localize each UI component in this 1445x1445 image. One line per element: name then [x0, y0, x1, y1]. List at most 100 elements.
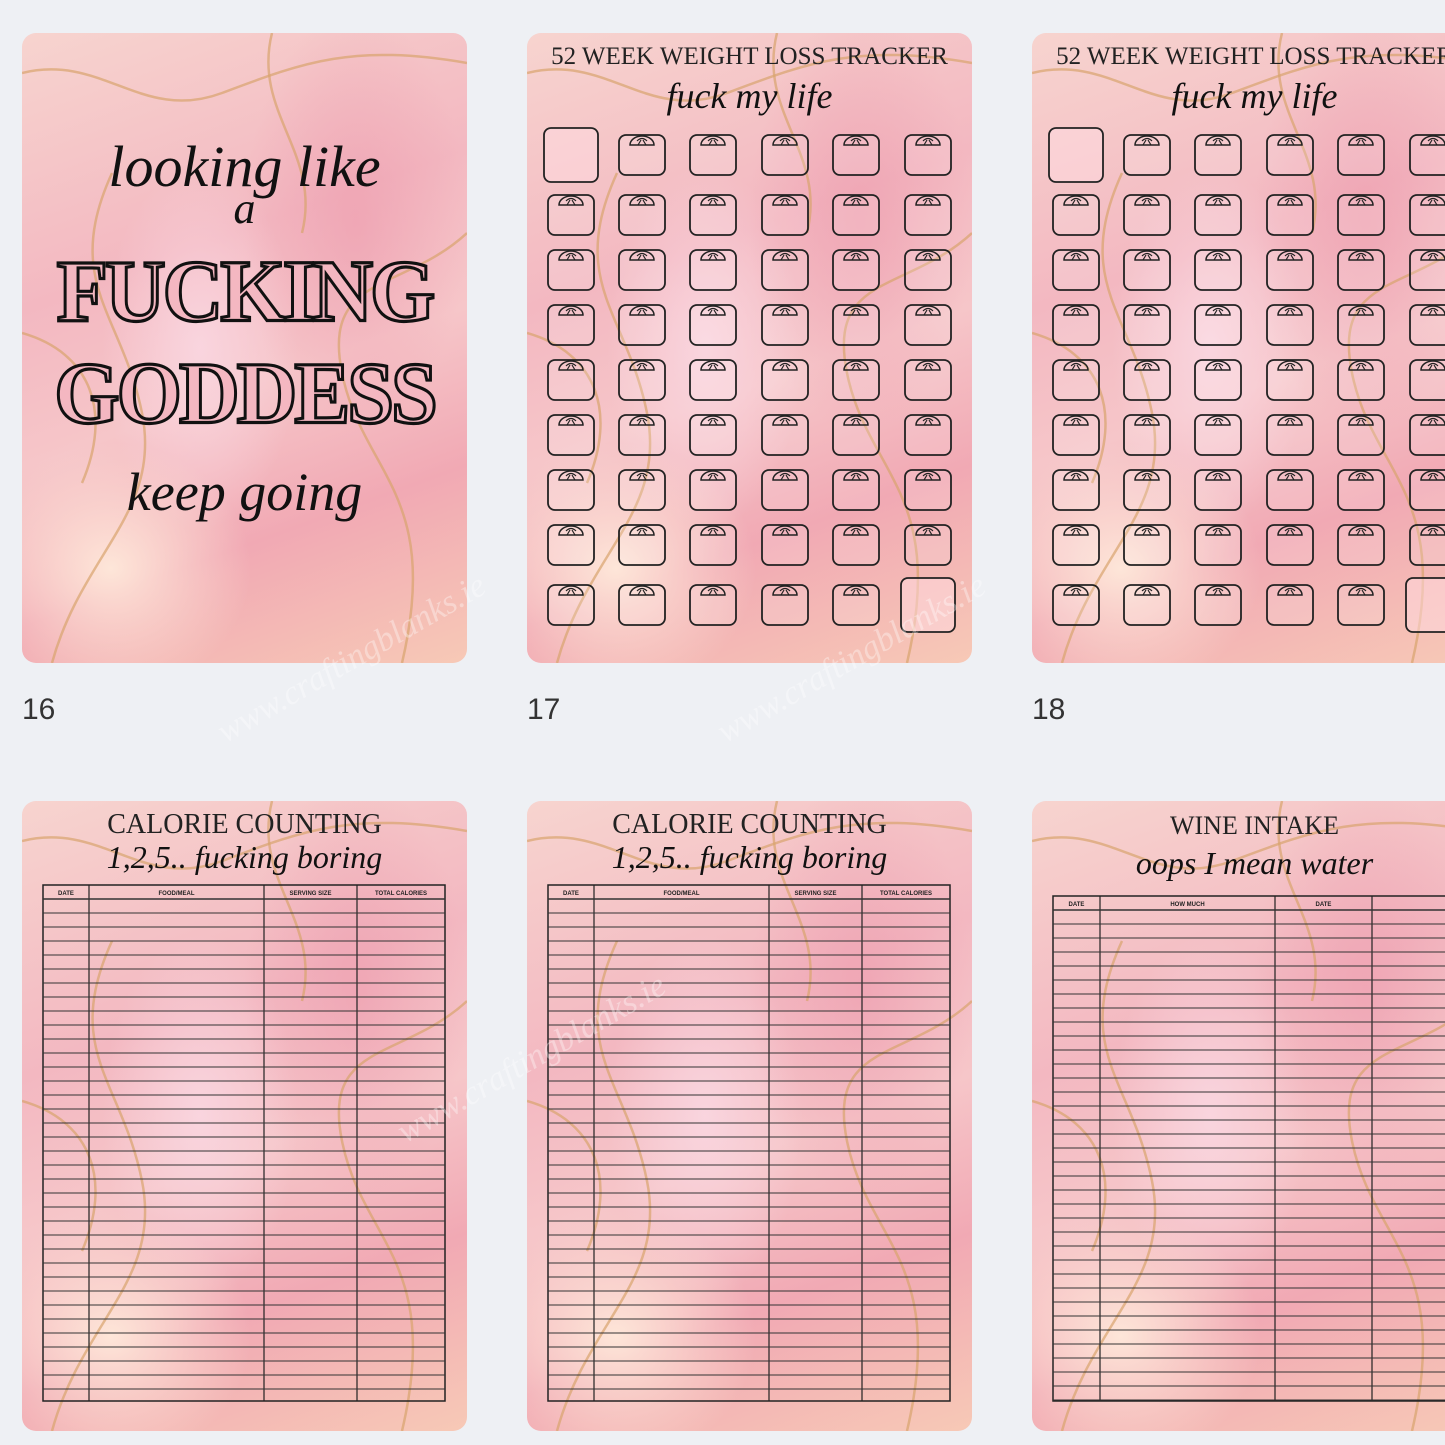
weigh-box [1194, 249, 1242, 291]
page-thumbnail[interactable]: 52 WEEK WEIGHT LOSS TRACKER fuck my life [527, 33, 972, 663]
scale-icon [700, 525, 726, 536]
page-subtitle: 1,2,5.. fucking boring [611, 839, 888, 875]
marble-vein [555, 172, 652, 663]
marble-vein [1032, 821, 1445, 870]
scale-icon [850, 472, 862, 481]
weigh-box [1194, 584, 1242, 626]
scale-icon [1063, 585, 1089, 596]
scale-icon [636, 472, 648, 481]
scale-icon [700, 470, 726, 481]
page-title: 52 WEEK WEIGHT LOSS TRACKER [1056, 43, 1445, 70]
marble-vein [267, 33, 307, 234]
scale-icon [1205, 525, 1231, 536]
weigh-box [1123, 469, 1171, 511]
scale-icon [1284, 197, 1296, 206]
scale-icon [1355, 137, 1367, 146]
weigh-box [1123, 134, 1171, 176]
marble-vein [337, 232, 467, 663]
headline: FUCKING [55, 241, 437, 342]
scale-icon [1284, 472, 1296, 481]
weigh-box [1337, 304, 1385, 346]
page-subtitle: fuck my life [666, 76, 833, 116]
scale-icon [1134, 525, 1160, 536]
scale-icon [922, 362, 934, 371]
table-frame [42, 884, 446, 1402]
page-title: WINE INTAKE [1169, 811, 1340, 840]
scale-icon [558, 585, 584, 596]
scale-icon [1277, 135, 1303, 146]
scale-icon [636, 362, 648, 371]
page-subtitle: 1,2,5.. fucking boring [106, 839, 383, 875]
scale-icon [843, 250, 869, 261]
scale-icon [636, 417, 648, 426]
scale-icon [779, 137, 791, 146]
weigh-box [689, 584, 737, 626]
weigh-box [1409, 469, 1445, 511]
weigh-box [618, 469, 666, 511]
weigh-box [618, 134, 666, 176]
scale-icon [707, 527, 719, 536]
scale-icon [558, 250, 584, 261]
page-title: CALORIE COUNTING [107, 809, 382, 840]
scale-icon [565, 362, 577, 371]
weigh-box [1123, 194, 1171, 236]
scale-icon [1277, 470, 1303, 481]
scale-icon [779, 587, 791, 596]
scale-icon [1134, 250, 1160, 261]
weigh-box [1409, 194, 1445, 236]
weigh-box [1409, 524, 1445, 566]
scale-icon [1348, 135, 1374, 146]
scale-icon [779, 197, 791, 206]
scale-icon [636, 137, 648, 146]
scale-icon [850, 252, 862, 261]
scale-icon [558, 470, 584, 481]
weigh-box [689, 194, 737, 236]
column-header: HOW MUCH [1170, 902, 1204, 908]
scale-icon [843, 525, 869, 536]
page-thumbnail[interactable]: CALORIE COUNTING 1,2,5.. fucking boring … [527, 801, 972, 1431]
scale-icon [1348, 585, 1374, 596]
scale-icon [629, 415, 655, 426]
weigh-box [618, 414, 666, 456]
weigh-box [689, 134, 737, 176]
scale-icon [772, 250, 798, 261]
scale-icon [922, 137, 934, 146]
scale-icon [1141, 362, 1153, 371]
scale-icon [636, 587, 648, 596]
scale-icon [1277, 195, 1303, 206]
scale-icon [779, 527, 791, 536]
weigh-box [900, 577, 956, 633]
scale-icon [1205, 585, 1231, 596]
weigh-box [1337, 359, 1385, 401]
scale-icon [1205, 250, 1231, 261]
scale-icon [843, 135, 869, 146]
scale-icon [1427, 197, 1439, 206]
marble-vein [1277, 801, 1317, 1002]
scale-icon [1141, 252, 1153, 261]
page-thumbnail[interactable]: looking like a FUCKING GODDESS keep goin… [22, 33, 467, 663]
scale-icon [1141, 527, 1153, 536]
page-thumbnail[interactable]: WINE INTAKE oops I mean water DATE HOW MU… [1032, 801, 1445, 1431]
scale-icon [636, 197, 648, 206]
scale-icon [779, 362, 791, 371]
scale-icon [850, 362, 862, 371]
page-thumbnail[interactable]: 52 WEEK WEIGHT LOSS TRACKER fuck my life [1032, 33, 1445, 663]
scale-icon [636, 252, 648, 261]
scale-icon [1212, 587, 1224, 596]
weigh-box [1052, 524, 1100, 566]
weigh-box [1337, 249, 1385, 291]
weigh-box [1266, 249, 1314, 291]
marble-vein [555, 940, 652, 1431]
weigh-box [904, 524, 952, 566]
scale-icon [1348, 470, 1374, 481]
weigh-box [832, 584, 880, 626]
page-thumbnail[interactable]: CALORIE COUNTING 1,2,5.. fucking boring … [22, 801, 467, 1431]
weigh-box [1123, 414, 1171, 456]
scale-icon [1277, 360, 1303, 371]
table-frame [547, 884, 951, 1402]
scale-icon [558, 360, 584, 371]
scale-icon [1427, 417, 1439, 426]
weigh-box [1123, 304, 1171, 346]
weigh-box [761, 194, 809, 236]
